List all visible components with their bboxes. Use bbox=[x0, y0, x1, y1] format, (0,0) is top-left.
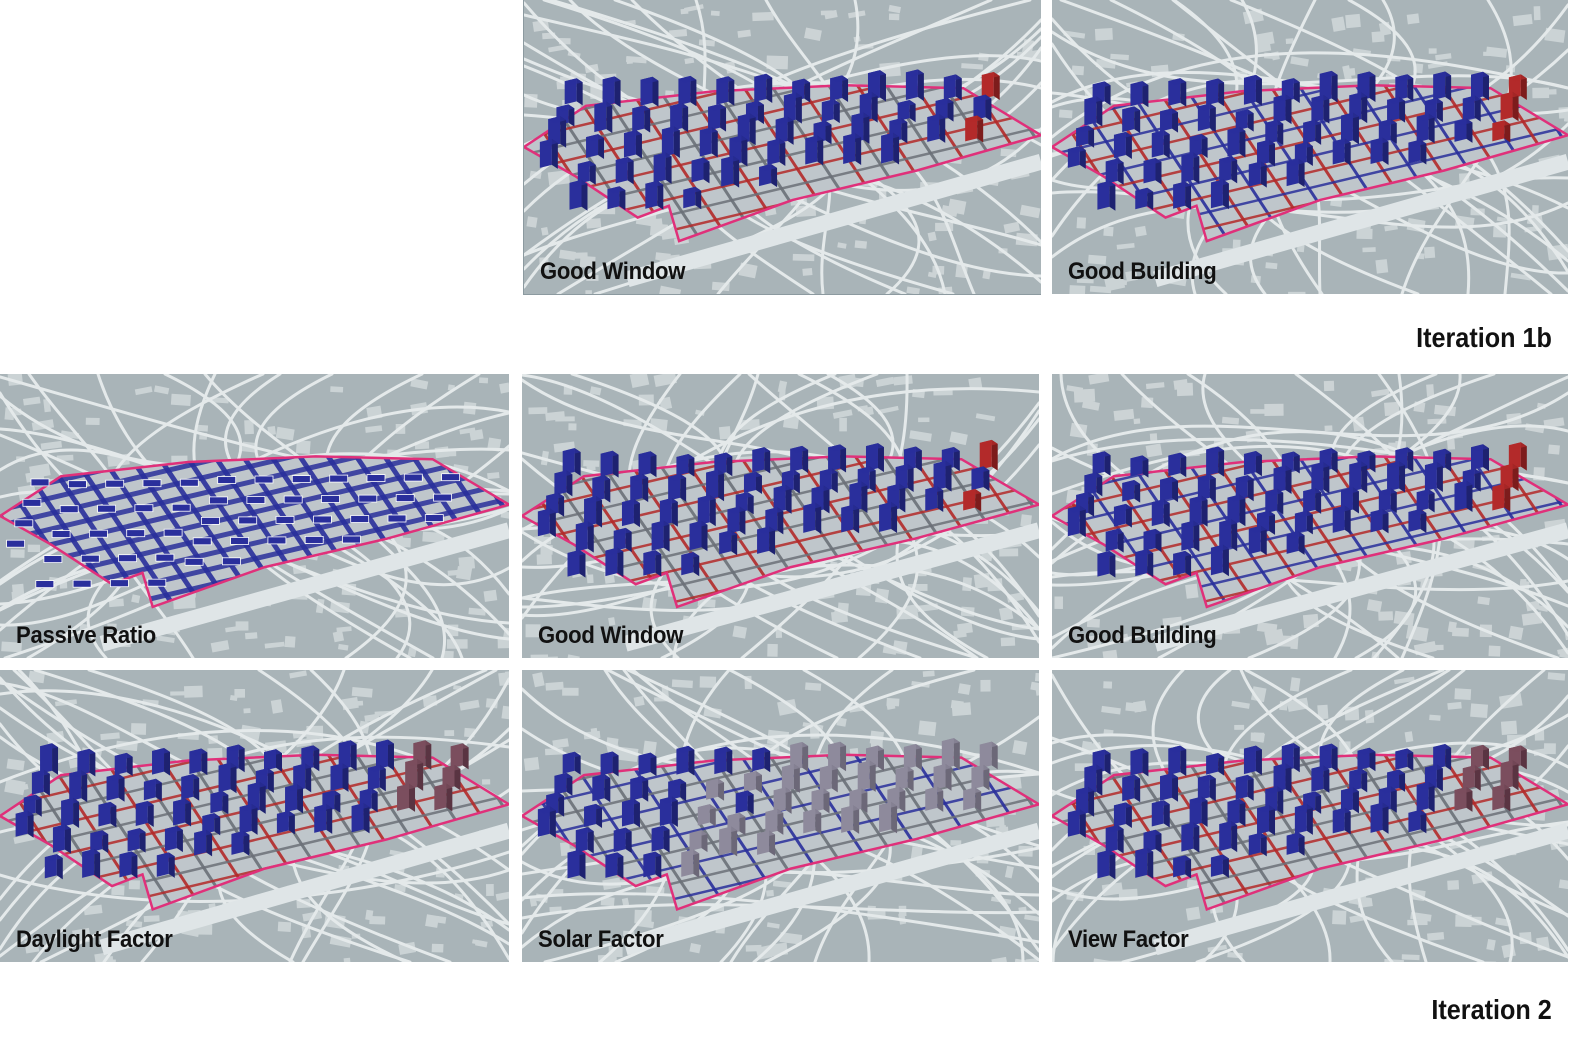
map-panel-good-building-1b: Good Building bbox=[1052, 0, 1568, 294]
towers bbox=[6, 473, 461, 589]
map-panel-solar-factor: Solar Factor bbox=[522, 670, 1039, 962]
towers bbox=[1067, 743, 1527, 880]
map-panel-passive-ratio: Passive Ratio bbox=[0, 374, 509, 658]
map-panel-good-window-1b: Good Window bbox=[523, 0, 1041, 295]
highway bbox=[1153, 154, 1568, 287]
site-model-render bbox=[522, 374, 1039, 658]
highway bbox=[625, 154, 1041, 287]
highway bbox=[99, 822, 509, 956]
towers bbox=[539, 69, 1000, 211]
site-model-render bbox=[1052, 670, 1568, 962]
towers bbox=[15, 739, 469, 880]
panel-label: Solar Factor bbox=[538, 926, 664, 953]
site-model-render bbox=[524, 0, 1041, 294]
towers bbox=[537, 738, 998, 880]
map-panel-daylight-factor: Daylight Factor bbox=[0, 670, 509, 962]
site-boundary bbox=[1052, 84, 1568, 243]
panel-label: Good Window bbox=[538, 622, 684, 649]
towers bbox=[1067, 442, 1527, 578]
site-boundary bbox=[522, 753, 1039, 912]
map-panel-good-building-2: Good Building bbox=[1052, 374, 1568, 658]
highway bbox=[623, 522, 1039, 652]
panel-label: Good Building bbox=[1068, 622, 1217, 649]
towers bbox=[1067, 70, 1527, 211]
map-panel-good-window-2: Good Window bbox=[522, 374, 1039, 658]
site-model-render bbox=[0, 670, 509, 962]
highway bbox=[1153, 522, 1568, 652]
site-boundary bbox=[524, 84, 1041, 243]
highway bbox=[623, 822, 1039, 956]
site-boundary bbox=[1052, 455, 1568, 609]
iteration-2-title: Iteration 2 bbox=[1431, 994, 1552, 1025]
panel-label: Good Building bbox=[1068, 258, 1217, 285]
panel-label: Passive Ratio bbox=[16, 622, 157, 649]
site-boundary bbox=[1052, 753, 1568, 912]
site-boundary bbox=[0, 753, 509, 912]
site-model-render bbox=[1052, 374, 1568, 658]
towers bbox=[537, 439, 998, 578]
site-boundary bbox=[522, 455, 1039, 609]
panel-label: View Factor bbox=[1068, 926, 1189, 953]
panel-label: Good Window bbox=[540, 258, 686, 285]
site-model-render bbox=[1052, 0, 1568, 294]
highway bbox=[99, 522, 509, 652]
iteration-1b-title: Iteration 1b bbox=[1416, 322, 1552, 353]
panel-label: Daylight Factor bbox=[16, 926, 173, 953]
site-model-render bbox=[522, 670, 1039, 962]
highway bbox=[1153, 822, 1568, 956]
map-panel-view-factor: View Factor bbox=[1052, 670, 1568, 962]
site-model-render bbox=[0, 374, 509, 658]
